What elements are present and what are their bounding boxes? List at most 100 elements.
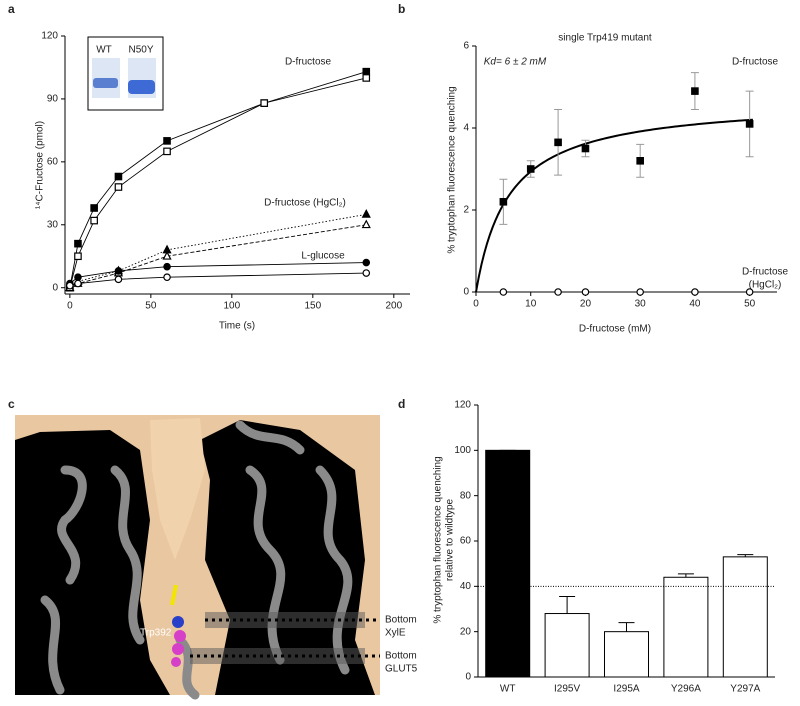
x-tick-label: Y296A [671,684,701,695]
y-tick-label: 4 [463,123,469,134]
series-line [69,213,367,289]
x-tick-label: 30 [635,299,647,310]
level-label: Bottom [385,615,417,626]
y-axis-label: % tryptophan fluorescence quenching [433,456,444,623]
point [163,273,171,282]
point [362,269,371,277]
bar [485,449,531,678]
x-tick-label: Y297A [730,684,760,695]
point [114,183,123,191]
bar [663,576,709,678]
inset-label: N50Y [128,45,153,56]
y-tick-label: 120 [454,400,471,411]
point [362,74,371,82]
x-axis-label: Time (s) [219,321,255,332]
point [163,147,171,156]
point [691,87,699,95]
y-axis-label: % tryptophan fluorescence quenching [447,86,458,253]
y-tick-label: 0 [465,672,471,683]
point [526,165,535,173]
error-bar [618,622,635,632]
point [74,273,82,282]
panel-letter: d [398,397,405,411]
point [361,219,371,229]
point [499,288,508,296]
annotation: D-fructose [732,57,779,68]
x-tick-label: I295V [554,684,580,695]
annotation: Kd= 6 ± 2 mM [484,57,547,68]
point [636,288,644,296]
y-tick-label: 40 [460,581,472,592]
point [554,138,562,147]
y-axis-label: ¹⁴C-Fructose (pmol) [35,121,46,209]
point [90,216,98,225]
x-tick-label: I295A [613,684,639,695]
series-line [69,262,367,284]
chart-title: single Trp419 mutant [558,33,652,44]
y-tick-label: 6 [463,41,469,52]
x-axis-label: D-fructose (mM) [579,324,651,335]
annotation: D-fructose (HgCl₂) [264,198,346,209]
error-bar [737,554,754,557]
y-tick-label: 2 [463,205,469,216]
panel-letter: c [8,397,15,411]
point [74,239,82,248]
x-tick-label: 10 [525,299,537,310]
residue-label: Trp392 [140,628,172,639]
point [114,267,123,275]
inset-label: WT [96,45,112,56]
point [74,279,82,288]
structure-image [15,415,380,700]
x-tick-label: 20 [580,299,592,310]
bar [722,556,768,678]
x-tick-label: 200 [385,301,402,312]
point [362,258,371,267]
y-tick-label: 60 [460,536,472,547]
panel-letter: a [8,2,15,16]
y-axis-label: relative to wildtype [445,498,456,581]
point [74,252,82,261]
point [745,288,754,296]
x-tick-label: 50 [145,301,157,312]
x-tick-label: WT [500,684,516,695]
point [636,157,644,165]
point [162,250,172,260]
gel-inset [87,36,164,111]
x-tick-label: 0 [473,299,479,310]
point [163,137,171,145]
point [745,120,754,128]
level-label: GLUT5 [385,664,418,675]
y-tick-label: 80 [460,490,472,501]
y-tick-label: 0 [463,287,469,298]
annotation: L-glucose [301,251,345,262]
point [114,275,123,284]
level-label: Bottom [385,651,417,662]
point [66,281,74,290]
level-label: XylE [385,628,406,639]
point [691,288,699,296]
y-tick-label: 120 [41,31,58,42]
bar [544,613,590,678]
x-tick-label: 0 [67,301,73,312]
annotation: D-fructose [742,267,789,278]
bar [604,631,649,678]
point [581,288,590,296]
point [90,204,98,212]
x-tick-label: 150 [304,301,321,312]
point [554,288,562,296]
point [581,144,590,153]
x-tick-label: 50 [744,299,756,310]
point [499,198,508,206]
point [361,209,371,218]
point [260,99,269,107]
series-line [69,272,367,287]
y-tick-label: 60 [47,156,59,167]
annotation: (HgCl₂) [749,280,782,291]
error-bar [559,596,576,614]
point [362,67,371,76]
y-tick-label: 90 [47,94,59,105]
y-tick-label: 20 [460,626,472,637]
fit-curve [475,118,753,293]
y-tick-label: 100 [454,445,471,456]
